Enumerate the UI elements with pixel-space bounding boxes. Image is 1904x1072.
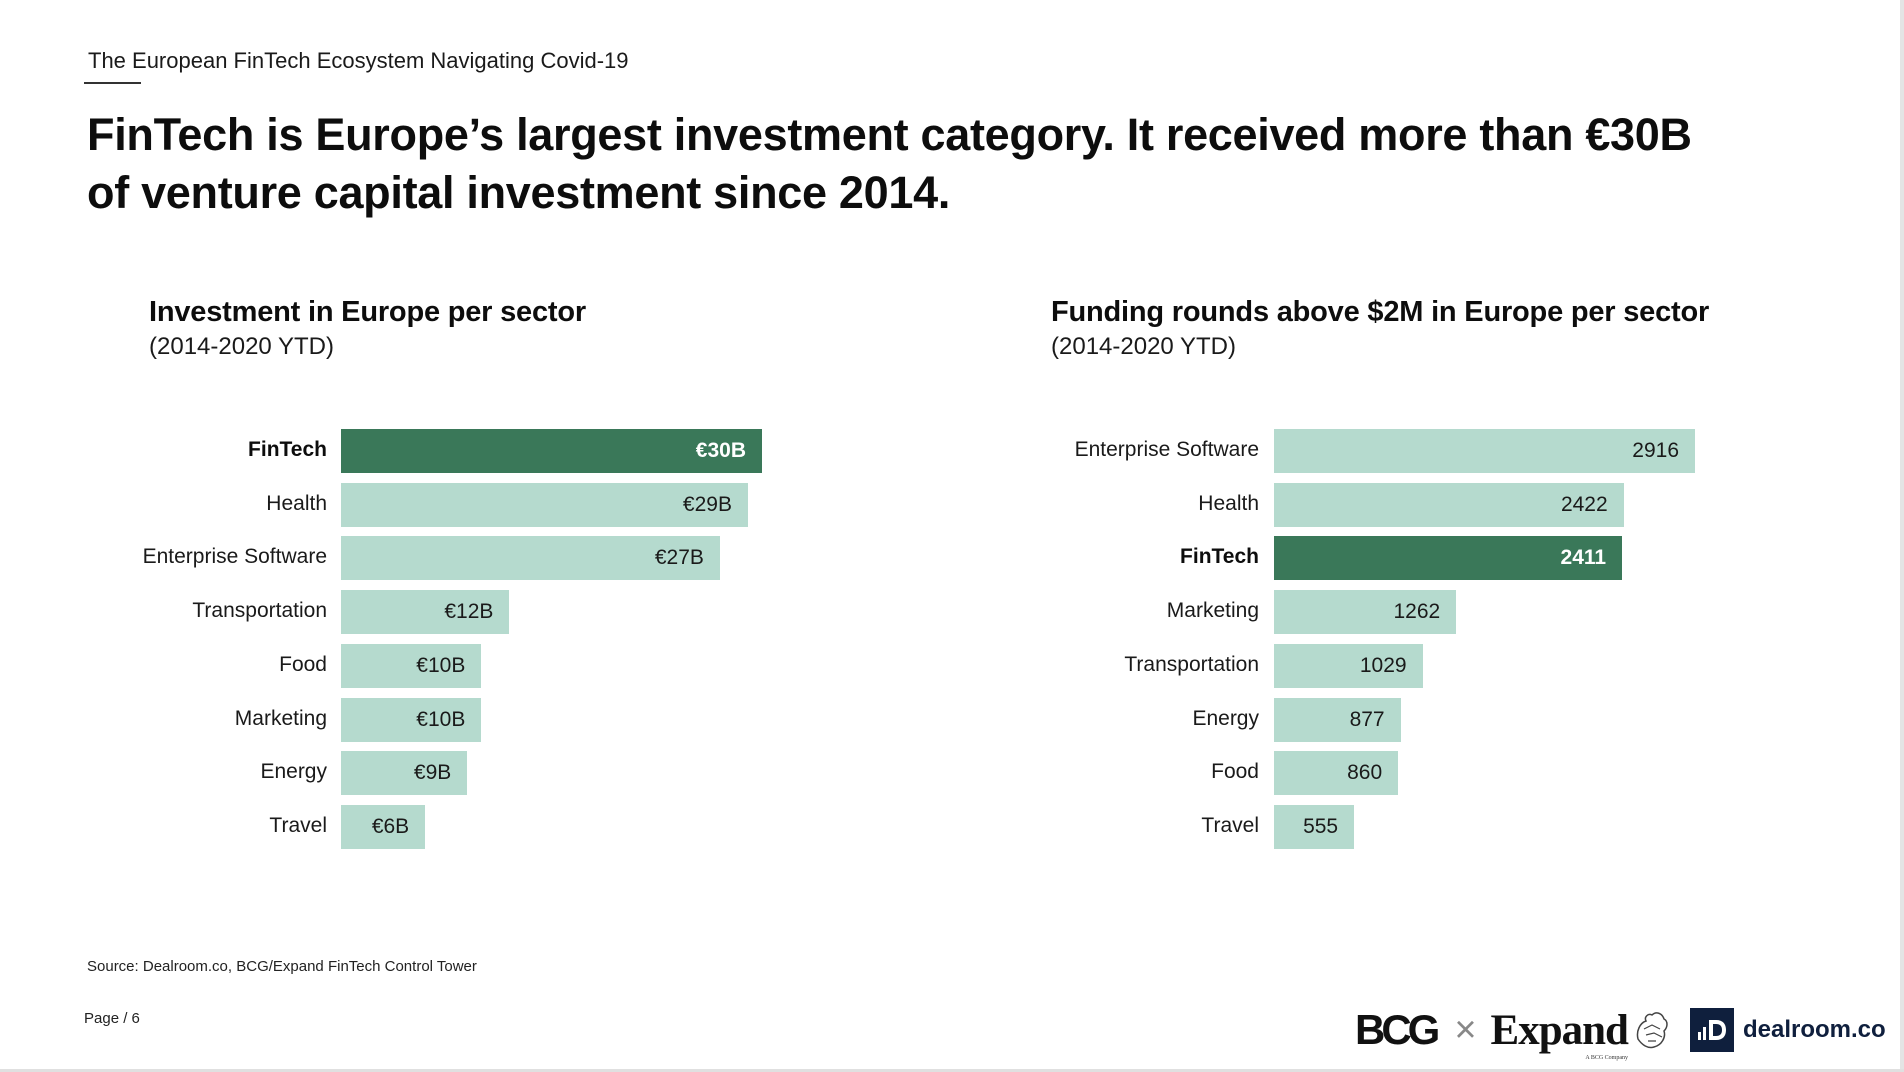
bar-value-label: €27B — [654, 546, 704, 570]
bar-category-label: Travel — [269, 813, 327, 837]
bar-category-label: Energy — [260, 760, 327, 784]
chart-title-investment: Investment in Europe per sector — [149, 296, 586, 328]
expand-logo: Expand A BCG Company — [1490, 1006, 1629, 1061]
bar-value-label: 1262 — [1393, 600, 1441, 624]
bar-value-label: 860 — [1347, 761, 1383, 785]
bar-category-label: Health — [1198, 491, 1259, 515]
bar-category-label: Food — [279, 652, 327, 676]
bar: 877 — [1274, 697, 1401, 742]
bar: €27B — [341, 536, 720, 581]
dealroom-bars-icon — [1697, 1020, 1726, 1040]
page-title-line-2: of venture capital investment since 2014… — [87, 167, 951, 218]
section-title-underline — [84, 82, 141, 84]
bar: €10B — [341, 697, 482, 742]
bar-value-label: €10B — [416, 653, 466, 677]
bar: €30B — [341, 429, 762, 473]
bar-category-label: Travel — [1201, 813, 1259, 837]
bar: 1262 — [1274, 590, 1457, 635]
bar-category-label: Food — [1211, 760, 1259, 784]
times-icon: × — [1454, 1008, 1477, 1051]
expand-logo-text: Expand — [1490, 1006, 1629, 1054]
bar-value-label: €9B — [413, 761, 452, 785]
bar: 1029 — [1274, 643, 1423, 688]
bar: €29B — [341, 482, 748, 527]
bar-value-label: €6B — [371, 814, 410, 838]
bar-value-label: 2422 — [1560, 492, 1608, 516]
chart-title-funding-rounds: Funding rounds above $2M in Europe per s… — [1051, 296, 1710, 328]
page-edge — [1900, 0, 1904, 1072]
bar-category-label: Marketing — [234, 706, 327, 730]
page-title-line-1: FinTech is Europe’s largest investment c… — [87, 109, 1692, 160]
bar-category-label: Energy — [1192, 706, 1259, 730]
griffin-icon — [1636, 1012, 1668, 1049]
bar: €6B — [341, 804, 426, 849]
bar-value-label: 1029 — [1359, 653, 1407, 677]
bar-value-label: 877 — [1349, 707, 1385, 731]
bar-value-label: €12B — [444, 600, 494, 624]
bar: €12B — [341, 590, 510, 635]
section-title: The European FinTech Ecosystem Navigatin… — [88, 48, 629, 73]
bar-category-label: Health — [266, 491, 327, 515]
dealroom-icon — [1689, 1008, 1734, 1052]
expand-logo-subtitle: A BCG Company — [1585, 1054, 1628, 1061]
bar-category-label: FinTech — [1180, 545, 1259, 569]
bar: 860 — [1274, 751, 1399, 796]
bar-value-label: 2411 — [1560, 546, 1607, 570]
page-number: Page / 6 — [84, 1010, 140, 1027]
bar-value-label: €29B — [682, 492, 732, 516]
bar: 2411 — [1274, 536, 1623, 581]
bar: 2422 — [1274, 482, 1624, 527]
bar-category-label: FinTech — [248, 438, 327, 461]
page-edge — [0, 1069, 1904, 1072]
chart-subtitle-investment: (2014-2020 YTD) — [149, 333, 334, 360]
bar-category-label: Enterprise Software — [142, 545, 327, 569]
page-title: FinTech is Europe’s largest investment c… — [87, 106, 1787, 222]
bar-category-label: Transportation — [1124, 652, 1259, 676]
chart-subtitle-funding-rounds: (2014-2020 YTD) — [1051, 333, 1236, 360]
bar: 555 — [1274, 804, 1355, 849]
bar: €10B — [341, 643, 482, 688]
bar: €9B — [341, 751, 468, 796]
bar-value-label: 555 — [1303, 814, 1339, 838]
bar-category-label: Marketing — [1166, 599, 1259, 623]
bar-value-label: 2916 — [1632, 439, 1679, 462]
bar: 2916 — [1274, 429, 1695, 473]
partner-logos: BCG × Expand A BCG Company dealroom.co — [1355, 1005, 1886, 1061]
bar-category-label: Transportation — [192, 599, 327, 623]
dealroom-logo-text: dealroom.co — [1742, 1016, 1886, 1043]
bar-value-label: €30B — [695, 439, 746, 462]
bar-category-label: Enterprise Software — [1074, 438, 1259, 461]
source-note: Source: Dealroom.co, BCG/Expand FinTech … — [87, 958, 477, 975]
bcg-logo: BCG — [1355, 1006, 1440, 1053]
bar-value-label: €10B — [416, 707, 466, 731]
